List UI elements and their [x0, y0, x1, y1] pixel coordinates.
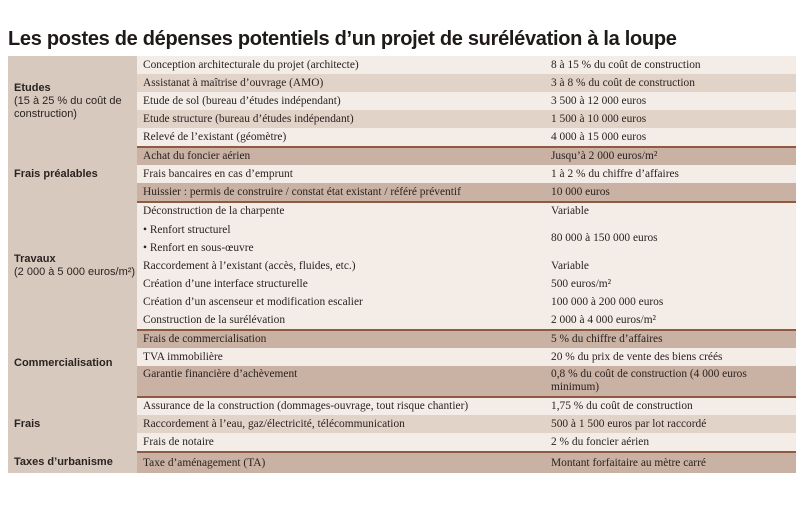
expense-item: Huissier : permis de construire / consta… — [137, 183, 545, 203]
expense-item: Création d’une interface structurelle — [137, 275, 545, 293]
expense-item: Relevé de l’existant (géomètre) — [137, 128, 545, 148]
table-row: TVA immobilière 20 % du prix de vente de… — [8, 348, 796, 366]
expense-item: Etude de sol (bureau d’études indépendan… — [137, 92, 545, 110]
expense-item: Etude structure (bureau d’études indépen… — [137, 110, 545, 128]
table-row: Garantie financière d’achèvement 0,8 % d… — [8, 366, 796, 398]
expense-item: Raccordement à l’eau, gaz/électricité, t… — [137, 415, 545, 433]
expense-cost: 1,75 % du coût de construction — [545, 397, 796, 415]
table-row: Frais préalables Achat du foncier aérien… — [8, 147, 796, 202]
expense-cost: 500 euros/m² — [545, 275, 796, 293]
category-etudes: Etudes (15 à 25 % du coût de constructio… — [8, 56, 137, 147]
table-row: Raccordement à l’existant (accès, fluide… — [8, 257, 796, 275]
expense-cost: 80 000 à 150 000 euros — [545, 220, 796, 257]
expense-cost: 1 500 à 10 000 euros — [545, 110, 796, 128]
expense-item-line: • Renfort en sous-œuvre — [143, 241, 254, 254]
expense-item: Garantie financière d’achèvement — [137, 366, 545, 398]
expense-cost: Variable — [545, 202, 796, 220]
table-row: Création d’un ascenseur et modification … — [8, 293, 796, 311]
expense-cost: 3 500 à 12 000 euros — [545, 92, 796, 110]
expense-item: • Renfort structurel • Renfort en sous-œ… — [137, 220, 545, 257]
category-frais: Frais — [8, 397, 137, 452]
expense-cost: 1 à 2 % du chiffre d’affaires — [545, 165, 796, 183]
category-commercialisation: Commercialisation — [8, 330, 137, 397]
table-row: Frais Assurance de la construction (domm… — [8, 397, 796, 452]
category-note: (15 à 25 % du coût de construction) — [14, 95, 122, 120]
expense-cost: 2 000 à 4 000 euros/m² — [545, 311, 796, 331]
table-row: Commercialisation Frais de commercialisa… — [8, 330, 796, 397]
table-row: Frais de notaire 2 % du foncier aérien — [8, 433, 796, 453]
table-row: Etude de sol (bureau d’études indépendan… — [8, 92, 796, 110]
category-label: Frais préalables — [14, 168, 98, 180]
table-row: Etude structure (bureau d’études indépen… — [8, 110, 796, 128]
expense-item: Taxe d’aménagement (TA) — [137, 452, 545, 473]
expense-item: Raccordement à l’existant (accès, fluide… — [137, 257, 545, 275]
expense-cost: 4 000 à 15 000 euros — [545, 128, 796, 148]
expense-cost: 10 000 euros — [545, 183, 796, 203]
table-row: Frais bancaires en cas d’emprunt 1 à 2 %… — [8, 165, 796, 183]
table-row: Création d’une interface structurelle 50… — [8, 275, 796, 293]
expense-item: Frais de commercialisation — [137, 330, 545, 348]
expense-item: Déconstruction de la charpente — [137, 202, 545, 220]
expense-item: Création d’un ascenseur et modification … — [137, 293, 545, 311]
expense-item: Frais de notaire — [137, 433, 545, 453]
expense-cost: Variable — [545, 257, 796, 275]
category-travaux: Travaux (2 000 à 5 000 euros/m²) — [8, 202, 137, 330]
table-row: Huissier : permis de construire / consta… — [8, 183, 796, 203]
table-row: Travaux (2 000 à 5 000 euros/m²) Déconst… — [8, 202, 796, 330]
table-row: Taxes d’urbanisme Taxe d’aménagement (TA… — [8, 452, 796, 473]
page-title: Les postes de dépenses potentiels d’un p… — [8, 28, 677, 50]
table-row: Relevé de l’existant (géomètre) 4 000 à … — [8, 128, 796, 148]
expense-cost: 5 % du chiffre d’affaires — [545, 330, 796, 348]
expense-item: Assistanat à maîtrise d’ouvrage (AMO) — [137, 74, 545, 92]
expenses-table: Etudes (15 à 25 % du coût de constructio… — [8, 56, 796, 473]
expense-item: Assurance de la construction (dommages-o… — [137, 397, 545, 415]
expense-cost: 8 à 15 % du coût de construction — [545, 56, 796, 74]
table-row: Etudes (15 à 25 % du coût de constructio… — [8, 56, 796, 147]
expense-cost: 2 % du foncier aérien — [545, 433, 796, 453]
expense-cost: Jusqu’à 2 000 euros/m² — [545, 147, 796, 165]
expense-cost: 100 000 à 200 000 euros — [545, 293, 796, 311]
expense-cost: 500 à 1 500 euros par lot raccordé — [545, 415, 796, 433]
category-note: (2 000 à 5 000 euros/m²) — [14, 266, 136, 278]
category-label: Etudes — [14, 82, 51, 94]
table-row: Raccordement à l’eau, gaz/électricité, t… — [8, 415, 796, 433]
category-label: Taxes d’urbanisme — [14, 456, 113, 468]
table-row: Assistanat à maîtrise d’ouvrage (AMO) 3 … — [8, 74, 796, 92]
expense-item: Achat du foncier aérien — [137, 147, 545, 165]
table-row: Construction de la surélévation 2 000 à … — [8, 311, 796, 331]
expense-item: Construction de la surélévation — [137, 311, 545, 331]
expense-item: Conception architecturale du projet (arc… — [137, 56, 545, 74]
expense-cost: 3 à 8 % du coût de construction — [545, 74, 796, 92]
expense-cost: 0,8 % du coût de construction (4 000 eur… — [545, 366, 796, 398]
category-label: Frais — [14, 418, 41, 430]
category-label: Commercialisation — [14, 357, 113, 369]
category-taxes-urbanisme: Taxes d’urbanisme — [8, 452, 137, 473]
expense-cost: 20 % du prix de vente des biens créés — [545, 348, 796, 366]
expense-item: TVA immobilière — [137, 348, 545, 366]
table-row: • Renfort structurel • Renfort en sous-œ… — [8, 220, 796, 257]
category-frais-prealables: Frais préalables — [8, 147, 137, 202]
category-label: Travaux — [14, 253, 56, 265]
expense-item-line: • Renfort structurel — [143, 223, 231, 236]
expense-cost: Montant forfaitaire au mètre carré — [545, 452, 796, 473]
expense-item: Frais bancaires en cas d’emprunt — [137, 165, 545, 183]
